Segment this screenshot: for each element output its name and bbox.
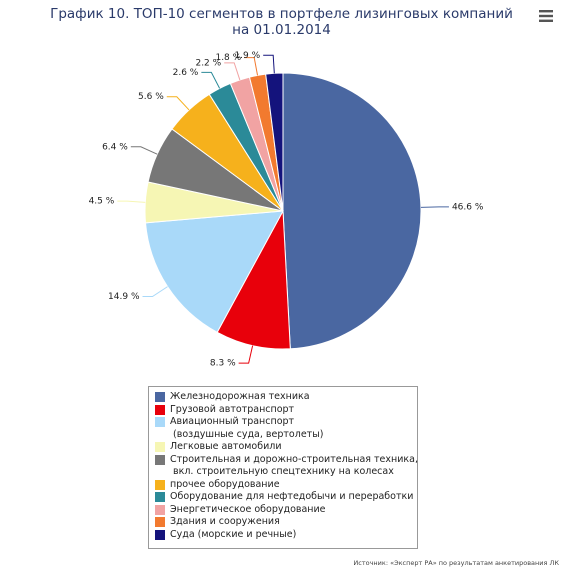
legend-item[interactable]: Здания и сооружения bbox=[155, 516, 411, 529]
legend-swatch bbox=[155, 504, 165, 515]
pie-slice bbox=[265, 72, 284, 212]
legend-label: Строительная и дорожно-строительная техн… bbox=[170, 453, 418, 478]
legend-item[interactable]: Железнодорожная техника bbox=[155, 391, 411, 404]
legend-swatch bbox=[155, 404, 165, 415]
legend-label: Грузовой автотранспорт bbox=[170, 403, 295, 415]
chart-title: График 10. ТОП-10 сегментов в портфеле л… bbox=[50, 6, 513, 38]
legend-swatch bbox=[155, 529, 165, 540]
legend-label: прочее оборудование bbox=[170, 478, 280, 490]
legend-swatch bbox=[155, 479, 165, 490]
legend-item[interactable]: Энергетическое оборудование bbox=[155, 504, 411, 517]
leader-line bbox=[201, 71, 221, 89]
data-label: 4.5 % bbox=[89, 197, 115, 207]
data-label: 1.9 % bbox=[234, 51, 260, 61]
legend-item[interactable]: Авиационный транспорт (воздушные суда, в… bbox=[155, 416, 411, 441]
legend-label: Авиационный транспорт (воздушные суда, в… bbox=[170, 416, 324, 440]
leader-line bbox=[238, 345, 254, 364]
data-label: 8.3 % bbox=[210, 359, 236, 369]
data-label: 2.2 % bbox=[195, 58, 221, 68]
leader-line bbox=[263, 54, 275, 74]
legend-swatch bbox=[155, 417, 165, 427]
legend-swatch bbox=[155, 517, 165, 527]
legend-swatch bbox=[155, 392, 165, 402]
legend-label: Оборудование для нефтедобычи и переработ… bbox=[170, 491, 414, 502]
data-label: 5.6 % bbox=[138, 92, 164, 102]
pie-slice bbox=[282, 72, 422, 350]
leader-line bbox=[130, 146, 158, 155]
data-label: 1.8 % bbox=[215, 53, 241, 63]
data-label: 46.6 % bbox=[452, 202, 484, 212]
plot-area: 46.6 % 8.3 % 14.9 % 4.5 % 6.4 % 5.6 % 2.6 %2.2… bbox=[89, 51, 484, 369]
legend-label: Легковые автомобили bbox=[170, 441, 282, 452]
legend-label: Энергетическое оборудование bbox=[170, 503, 326, 515]
source-note: Источник: «Эксперт РА» по результатам ан… bbox=[353, 559, 559, 567]
legend: Железнодорожная техника Грузовой автотран… bbox=[148, 386, 418, 549]
legend-item[interactable]: Суда (морские и речные) bbox=[155, 529, 411, 542]
legend-label: Железнодорожная техника bbox=[170, 391, 310, 402]
data-label: 2.6 % bbox=[173, 68, 199, 78]
legend-item[interactable]: прочее оборудование bbox=[155, 479, 411, 492]
legend-item[interactable]: Грузовой автотранспорт bbox=[155, 404, 411, 417]
legend-item[interactable]: Легковые автомобили bbox=[155, 441, 411, 454]
legend-label: Суда (морские и речные) bbox=[170, 528, 297, 540]
data-label: 6.4 % bbox=[102, 142, 128, 152]
legend-swatch bbox=[155, 454, 165, 465]
legend-swatch bbox=[155, 492, 165, 502]
legend-swatch bbox=[155, 442, 165, 452]
leader-line bbox=[142, 286, 168, 297]
legend-item[interactable]: Оборудование для нефтедобычи и переработ… bbox=[155, 491, 414, 504]
legend-item[interactable]: Строительная и дорожно-строительная техн… bbox=[155, 454, 418, 479]
leader-line bbox=[224, 62, 241, 81]
legend-label: Здания и сооружения bbox=[170, 516, 280, 527]
leader-line bbox=[117, 200, 146, 203]
leader-line bbox=[244, 57, 259, 76]
data-label: 14.9 % bbox=[108, 292, 140, 302]
menu-button[interactable] bbox=[539, 10, 553, 22]
leader-line bbox=[166, 96, 190, 111]
